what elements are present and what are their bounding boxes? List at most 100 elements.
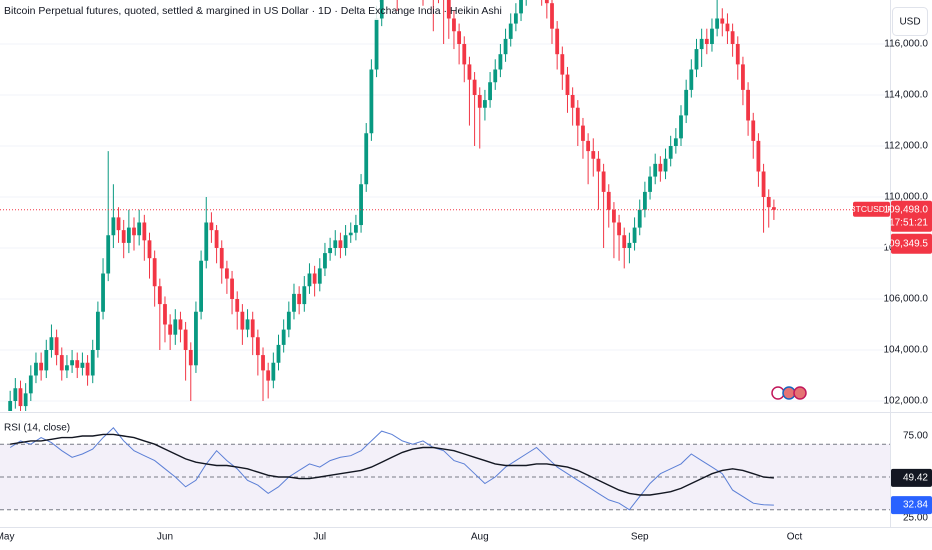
candle-body (343, 235, 348, 248)
event-icons[interactable] (771, 386, 807, 400)
candle-body (245, 319, 250, 330)
candle-body (307, 273, 312, 287)
candle-body (503, 38, 508, 55)
candle-body (199, 260, 203, 312)
candle-body (328, 247, 333, 254)
candle-body (266, 370, 271, 381)
candle-body (157, 286, 162, 305)
candle-body (297, 293, 302, 305)
rsi-value-tag: 49.42 (903, 473, 928, 484)
candle-body (28, 375, 33, 394)
candle-body (8, 400, 13, 411)
candle-body (44, 349, 49, 371)
candle-body (302, 286, 307, 305)
x-tick-label: Jul (313, 532, 326, 543)
chart-title: Bitcoin Perpetual futures, quoted, settl… (4, 5, 502, 17)
candle-body (23, 393, 28, 407)
candle-body (725, 23, 730, 32)
candle-body (596, 158, 601, 172)
candle-body (359, 184, 363, 226)
candle-body (452, 18, 456, 32)
event-icon[interactable] (782, 386, 796, 400)
candle-body (746, 89, 750, 121)
candle-body (462, 43, 467, 65)
y-tick-label: 106,000.0 (884, 294, 929, 305)
candle-body (648, 176, 652, 192)
title-bg (0, 2, 380, 20)
rsi-value-tag-bg (891, 496, 932, 515)
rsi-title: RSI (14, close) (4, 423, 70, 434)
event-icon[interactable] (793, 386, 807, 400)
y-tick-label: 110,000.0 (884, 192, 928, 203)
candle-body (90, 349, 95, 376)
price-line-tag: 109,349.5 (884, 238, 929, 249)
candle-body (80, 362, 85, 368)
candle-body (735, 43, 740, 65)
candle-body (606, 191, 611, 210)
candle-body (132, 227, 136, 236)
candle-body (230, 278, 234, 299)
candle-body (219, 247, 224, 269)
candle-body (13, 388, 18, 401)
candle-body (761, 171, 766, 197)
event-icon[interactable] (771, 386, 785, 400)
candle-body (379, 0, 384, 19)
candle-body (49, 337, 54, 350)
rsi-tick-label: 25.00 (903, 513, 928, 524)
candle-body (65, 365, 69, 371)
candle-body (519, 0, 523, 14)
candle-body (152, 258, 157, 287)
candle-body (194, 311, 198, 366)
currency[interactable]: USD (899, 17, 920, 28)
candle-body (261, 355, 265, 371)
candle-body (684, 89, 689, 116)
candle-body (555, 28, 560, 55)
candle-body (632, 227, 637, 243)
countdown: 17:51:21 (889, 217, 928, 228)
candle-body (766, 196, 771, 208)
candle-body (85, 362, 90, 376)
candle-body (209, 222, 214, 231)
candle-body (642, 191, 647, 210)
candle-body (292, 293, 296, 312)
candle-body (255, 337, 260, 356)
candle-body (751, 120, 756, 141)
candle-body (59, 355, 64, 371)
candle-body (550, 3, 554, 29)
symbol-tag: BTCUSD.P (850, 204, 893, 214)
candle-body (106, 235, 111, 274)
rsi-tick-label: 75.00 (903, 431, 928, 442)
axes: 102,000.0104,000.0106,000.0108,000.0110,… (0, 39, 932, 543)
candle-body (715, 18, 720, 29)
candle-body (271, 362, 276, 381)
candle-body (39, 362, 44, 371)
candle-body (95, 311, 100, 350)
last-price-tag: 109,498.0 (884, 204, 929, 215)
candle-body (333, 240, 338, 248)
x-tick-label: Aug (471, 532, 489, 543)
currency-button[interactable] (892, 7, 928, 36)
candle-body (617, 222, 621, 236)
candle-body (771, 207, 776, 210)
candle-body (570, 94, 575, 108)
candle-body (240, 311, 245, 330)
candle-body (147, 240, 152, 259)
rsi-value-tag: 32.84 (903, 500, 928, 511)
y-tick-label: 114,000.0 (884, 90, 928, 101)
rsi-pane (0, 443, 890, 511)
y-tick-label: 104,000.0 (884, 345, 929, 356)
x-tick-label: May (0, 532, 14, 543)
price-line-tag-bg (891, 233, 932, 254)
candle-body (756, 140, 761, 172)
candle-body (18, 388, 23, 407)
x-tick-label: Oct (787, 532, 803, 543)
candle-body (704, 38, 709, 44)
candle-body (658, 163, 663, 172)
candle-body (188, 349, 193, 366)
candle-body (622, 235, 627, 248)
candle-body (668, 145, 673, 159)
candle-body (312, 273, 317, 284)
candle-body (369, 69, 374, 134)
candle-body (581, 125, 585, 141)
